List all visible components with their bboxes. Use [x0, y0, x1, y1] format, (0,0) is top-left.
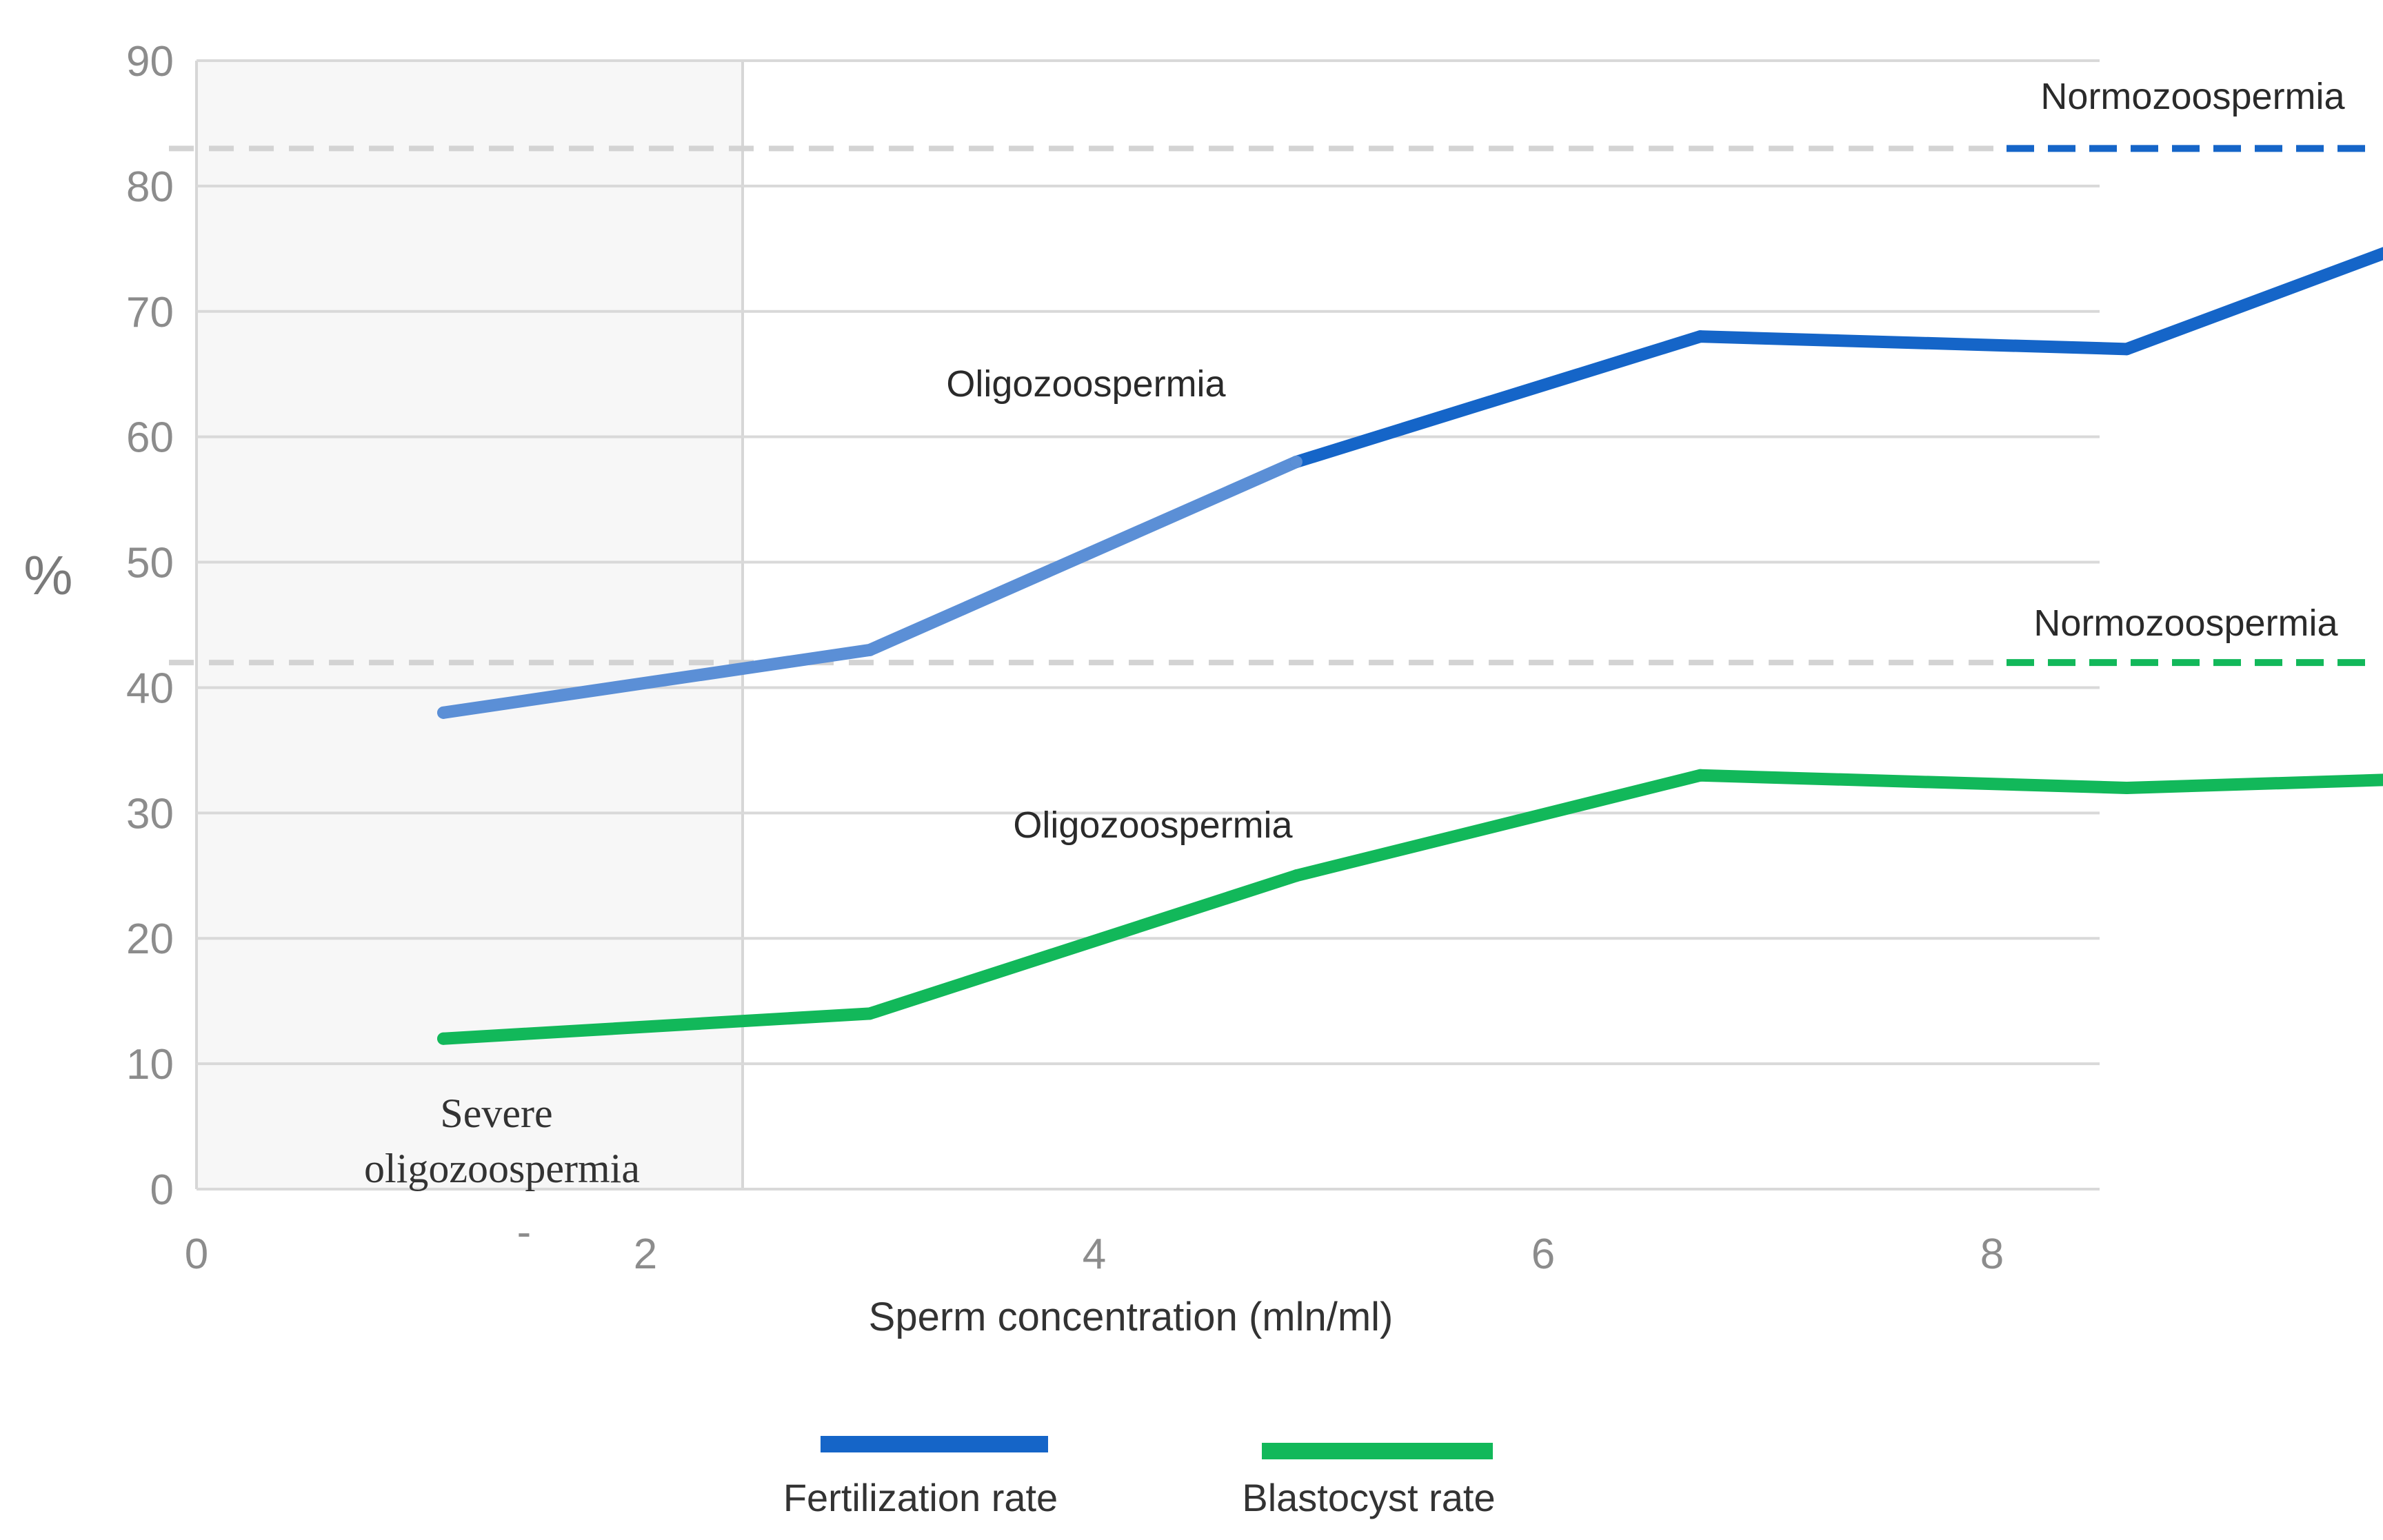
gridlines: [197, 59, 2100, 1191]
x-minor-mark: -: [517, 1208, 532, 1256]
y-tick-label: 0: [150, 1166, 174, 1214]
y-tick-label: 20: [126, 915, 174, 963]
y-tick-label: 70: [126, 289, 174, 336]
severe-label-line2: oligozoospermia: [364, 1146, 640, 1191]
reference-lines: [169, 145, 2365, 667]
x-tick-label: 6: [1531, 1230, 1555, 1278]
severe-label-line1: Severe: [440, 1091, 552, 1136]
data-point-blastocyst-rate: [1289, 869, 1303, 882]
legend-label-fertilization: Fertilization rate: [783, 1476, 1058, 1519]
y-tick-label: 40: [126, 665, 174, 712]
y-tick-label: 80: [126, 163, 174, 211]
fertilization-region-label: Oligozoospermia: [946, 363, 1226, 405]
severe-region-shade: [197, 61, 743, 1189]
x-tick-labels: 0246810121416: [185, 1230, 2004, 1278]
series-lines: [437, 247, 2383, 1045]
data-point-blastocyst-rate: [863, 1007, 876, 1020]
data-point-fertilization-rate: [437, 706, 450, 719]
y-tick-label: 90: [126, 38, 174, 85]
data-point-fertilization-rate: [1289, 456, 1303, 469]
y-tick-label: 30: [126, 790, 174, 838]
y-tick-labels: 0 10 20 30 40 50 60 70 80 90: [126, 38, 174, 1214]
blastocyst-region-label: Oligozoospermia: [1013, 804, 1293, 846]
legend-label-blastocyst: Blastocyst rate: [1242, 1476, 1495, 1519]
blastocyst-reference-label: Normozoospermia: [2033, 602, 2338, 644]
x-axis-label: Sperm concentration (mln/ml): [869, 1295, 1394, 1339]
fertilization-reference-label: Normozoospermia: [2040, 76, 2345, 117]
y-tick-label: 60: [126, 414, 174, 462]
x-tick-label: 8: [1980, 1230, 2004, 1278]
data-point-fertilization-rate: [1693, 330, 1707, 343]
y-tick-label: 10: [126, 1041, 174, 1088]
y-tick-label: 50: [126, 540, 174, 587]
y-axis-label: %: [23, 545, 72, 606]
data-point-blastocyst-rate: [1693, 769, 1707, 782]
x-tick-label: 4: [1083, 1230, 1106, 1278]
data-point-blastocyst-rate: [2120, 781, 2133, 794]
data-point-blastocyst-rate: [437, 1032, 450, 1045]
x-tick-label: 2: [634, 1230, 657, 1278]
data-point-fertilization-rate: [2120, 343, 2133, 356]
x-tick-label: 0: [185, 1230, 208, 1278]
data-point-fertilization-rate: [863, 643, 876, 656]
